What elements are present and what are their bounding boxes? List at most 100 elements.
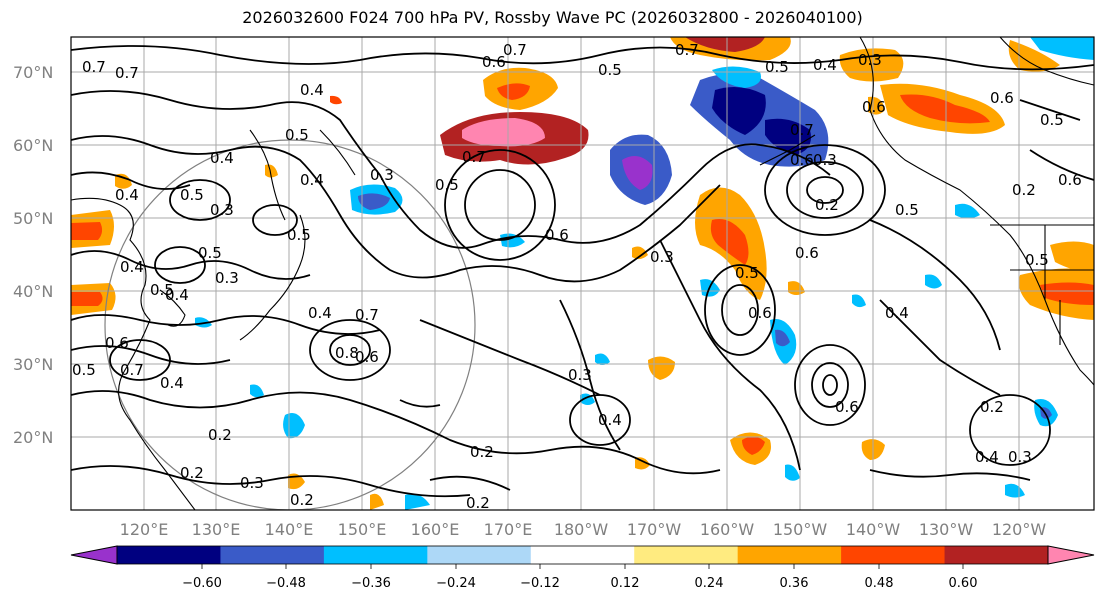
colorbar-tick-label: 0.12	[611, 576, 640, 591]
contour-label: 0.4	[160, 374, 184, 392]
contour-label: 0.4	[300, 81, 324, 99]
colorbar-tick-label: 0.60	[949, 576, 978, 591]
contour-label: 0.4	[115, 186, 139, 204]
colorbar-swatch	[323, 546, 428, 564]
contour-label: 0.4	[813, 56, 837, 74]
contour-label: 0.6	[355, 348, 379, 366]
contour-label: 0.7	[462, 148, 486, 166]
colorbar-tick-label: −0.48	[266, 576, 306, 591]
contour-label: 0.2	[815, 196, 839, 214]
lat-label: 40°N	[13, 282, 53, 301]
contour-label: 0.4	[975, 448, 999, 466]
contour-label: 0.3	[568, 366, 592, 384]
contour-label: 0.5	[1040, 111, 1064, 129]
coastlines	[71, 37, 1094, 510]
contour-label: 0.2	[470, 443, 494, 461]
contour-label: 0.6	[990, 89, 1014, 107]
contour-label: 0.5	[287, 226, 311, 244]
contour-label: 0.2	[180, 464, 204, 482]
contour-label: 0.5	[1025, 251, 1049, 269]
colorbar-swatch	[220, 546, 325, 564]
contour-label: 0.4	[300, 171, 324, 189]
contour-label: 0.5	[598, 61, 622, 79]
contour-label: 0.2	[290, 491, 314, 509]
positive-anomaly-shading	[71, 37, 1094, 510]
contour-label: 0.2	[466, 494, 490, 512]
lon-label: 140°W	[846, 520, 901, 539]
colorbar-tick-label: 0.48	[865, 576, 894, 591]
contour-label: 0.8	[335, 344, 359, 362]
colorbar-tick-label: 0.24	[695, 576, 724, 591]
contour-label: 0.5	[72, 361, 96, 379]
contour-label: 0.3	[215, 269, 239, 287]
contour-label: 0.7	[790, 121, 814, 139]
contour-label: 0.6	[790, 151, 814, 169]
contour-label: 0.4	[120, 258, 144, 276]
contour-label: 0.6	[1058, 171, 1082, 189]
colorbar-tick-label: −0.60	[182, 576, 222, 591]
lon-label: 140°E	[265, 520, 314, 539]
graticule	[71, 37, 1094, 510]
colorbar-swatch	[634, 546, 739, 564]
contour-label: 0.4	[308, 304, 332, 322]
map-plot-area: 0.7 0.6 0.5 0.4 0.3 0.5 0.7 0.7 0.7 0.4 …	[71, 37, 1094, 512]
contour-label: 0.3	[1008, 448, 1032, 466]
lon-label: 150°E	[338, 520, 387, 539]
lat-label: 50°N	[13, 209, 53, 228]
lon-label: 170°E	[484, 520, 533, 539]
pv-contours	[71, 45, 1094, 498]
contour-label: 0.6	[835, 398, 859, 416]
contour-labels: 0.7 0.6 0.5 0.4 0.3 0.5 0.7 0.7 0.7 0.4 …	[72, 41, 1082, 512]
contour-label: 0.7	[120, 361, 144, 379]
contour-label: 0.6	[795, 244, 819, 262]
contour-label: 0.6	[545, 226, 569, 244]
contour-label: 0.3	[240, 474, 264, 492]
contour-label: 0.5	[198, 244, 222, 262]
map-title: 2026032600 F024 700 hPa PV, Rossby Wave …	[242, 8, 863, 27]
contour-label: 0.6	[482, 53, 506, 71]
lon-label: 150°W	[773, 520, 828, 539]
contour-label: 0.5	[150, 281, 174, 299]
lat-label: 70°N	[13, 63, 53, 82]
colorbar-tick-label: −0.12	[520, 576, 560, 591]
contour-label: 0.4	[210, 149, 234, 167]
colorbar-tick-label: −0.36	[351, 576, 391, 591]
colorbar-swatch	[530, 546, 635, 564]
lon-label: 130°W	[919, 520, 974, 539]
contour-label: 0.5	[285, 126, 309, 144]
colorbar-swatch	[944, 546, 1049, 564]
contour-label: 0.7	[82, 58, 106, 76]
lat-label: 30°N	[13, 355, 53, 374]
contour-label: 0.6	[862, 98, 886, 116]
colorbar-swatch	[841, 546, 946, 564]
map-frame	[70, 36, 1095, 511]
contour-label: 0.2	[208, 426, 232, 444]
lon-label: 130°E	[192, 520, 241, 539]
contour-label: 0.7	[675, 41, 699, 59]
contour-label: 0.5	[765, 58, 789, 76]
colorbar: −0.60 −0.48 −0.36 −0.24 −0.12 0.12 0.24 …	[70, 545, 1095, 591]
colorbar-outline	[116, 545, 1049, 565]
colorbar-min-extension	[70, 545, 118, 565]
lon-label: 160°W	[700, 520, 755, 539]
contour-label: 0.3	[650, 248, 674, 266]
lon-label: 180°W	[554, 520, 609, 539]
contour-label: 0.5	[735, 264, 759, 282]
contour-label: 0.7	[503, 41, 527, 59]
contour-label: 0.4	[165, 286, 189, 304]
colorbar-swatch	[117, 546, 221, 564]
longitude-labels: 120°E 130°E 140°E 150°E 160°E 170°E 180°…	[120, 520, 1047, 539]
contour-label: 0.4	[598, 411, 622, 429]
contour-label: 0.3	[370, 166, 394, 184]
lon-label: 120°E	[120, 520, 169, 539]
reference-circle	[104, 139, 476, 510]
contour-label: 0.3	[813, 151, 837, 169]
contour-label: 0.4	[885, 304, 909, 322]
contour-label: 0.7	[115, 64, 139, 82]
colorbar-tick-label: −0.24	[436, 576, 476, 591]
contour-label: 0.3	[858, 51, 882, 69]
latitude-labels: 70°N 60°N 50°N 40°N 30°N 20°N	[13, 63, 53, 447]
contour-label: 0.6	[105, 334, 129, 352]
colorbar-max-extension	[1047, 545, 1095, 565]
